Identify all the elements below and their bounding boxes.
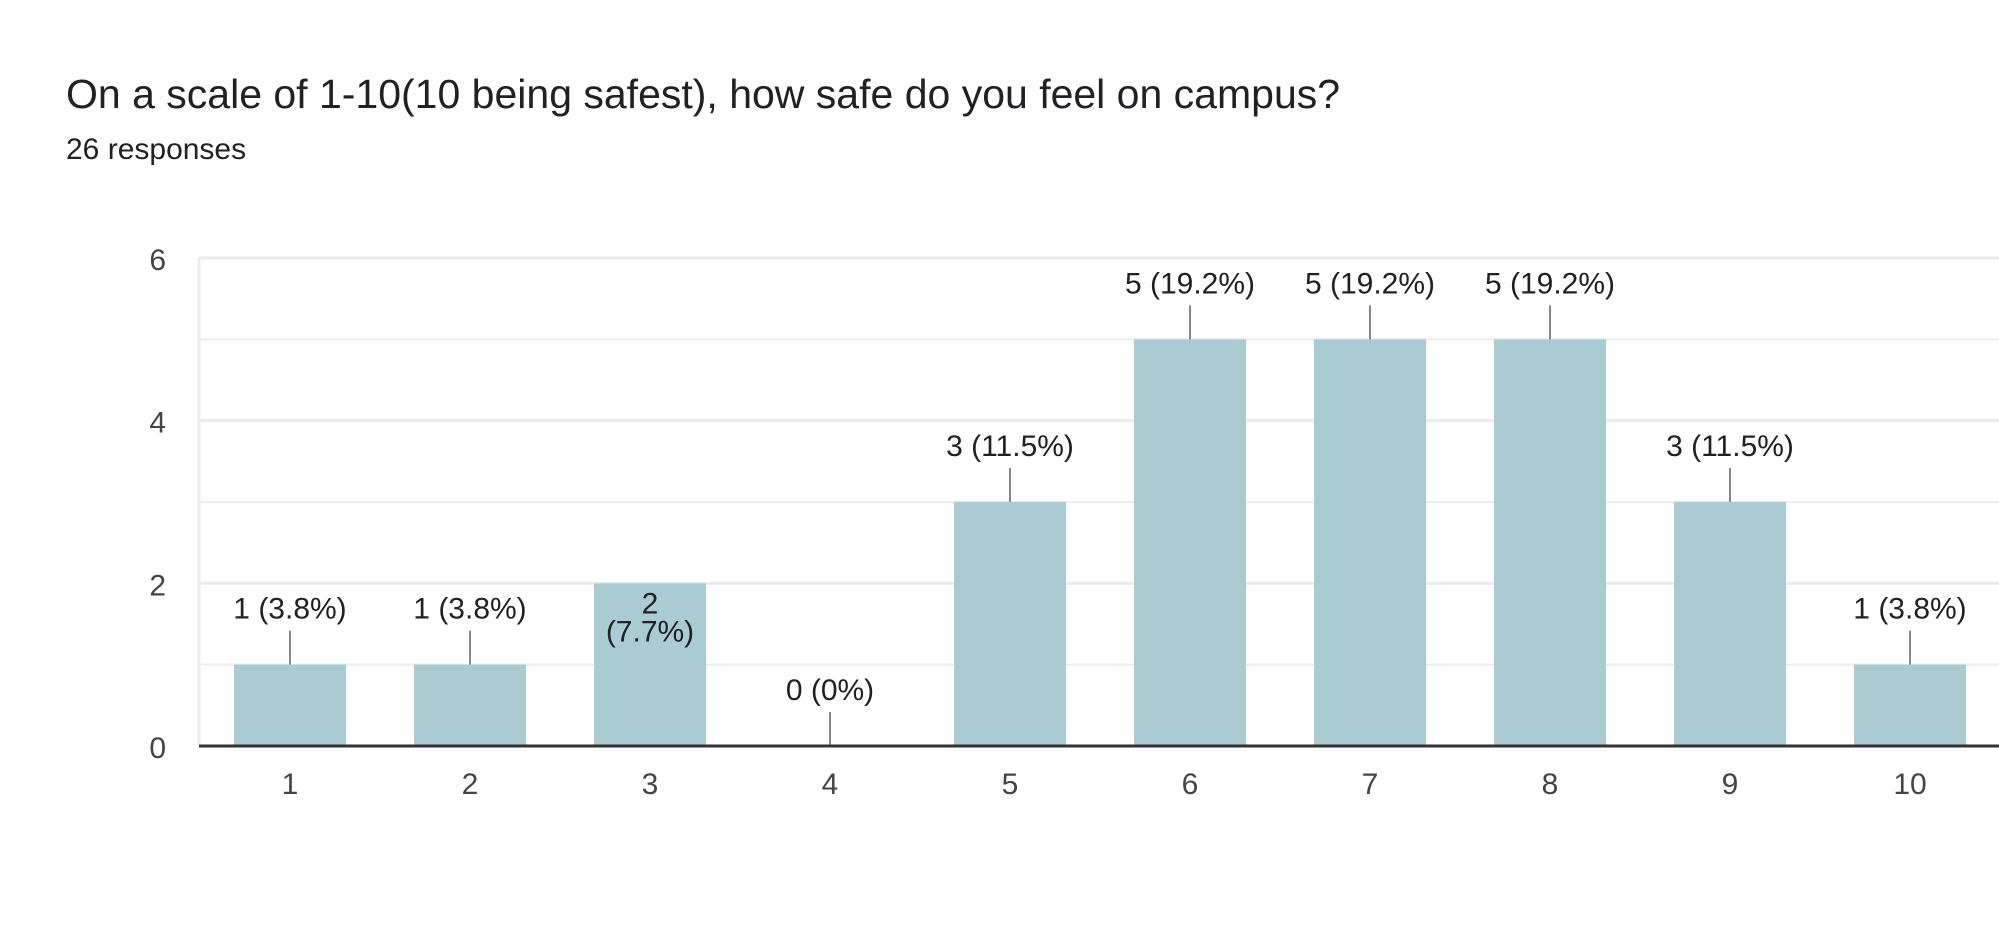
bar-5 — [954, 502, 1066, 746]
chart-header: On a scale of 1-10(10 being safest), how… — [66, 66, 1939, 168]
x-tick-label: 8 — [1542, 768, 1559, 801]
data-label-3: 2 (7.7%) — [606, 587, 694, 648]
x-tick-label: 2 — [462, 768, 479, 801]
y-tick-label: 2 — [149, 569, 166, 602]
chart-title: On a scale of 1-10(10 being safest), how… — [66, 71, 1341, 117]
data-label-5: 3 (11.5%) — [946, 430, 1074, 463]
x-tick-label: 3 — [642, 768, 659, 801]
bar-2 — [414, 664, 526, 746]
x-tick-label: 5 — [1002, 768, 1019, 801]
bar-1 — [234, 664, 346, 746]
x-tick-label: 7 — [1362, 768, 1379, 801]
x-tick-label: 10 — [1893, 768, 1926, 801]
y-tick-label: 4 — [149, 407, 166, 440]
x-tick-label: 6 — [1182, 768, 1199, 801]
bar-6 — [1134, 339, 1246, 746]
bar-10 — [1854, 664, 1966, 746]
data-label-8: 5 (19.2%) — [1485, 267, 1615, 300]
y-tick-label: 0 — [149, 732, 166, 765]
data-label-7: 5 (19.2%) — [1305, 267, 1435, 300]
data-label-9: 3 (11.5%) — [1666, 430, 1794, 463]
x-tick-label: 9 — [1722, 768, 1739, 801]
data-label-10: 1 (3.8%) — [1853, 593, 1966, 626]
data-label-2: 1 (3.8%) — [413, 593, 526, 626]
data-label-1: 1 (3.8%) — [233, 593, 346, 626]
x-tick-label: 4 — [822, 768, 839, 801]
bar-3 — [594, 583, 706, 746]
response-count: 26 responses — [66, 133, 247, 166]
x-tick-label: 1 — [282, 768, 299, 801]
bar-9 — [1674, 502, 1786, 746]
data-label-4: 0 (0%) — [786, 674, 874, 707]
bar-7 — [1314, 339, 1426, 746]
y-tick-label: 6 — [149, 244, 166, 277]
data-label-6: 5 (19.2%) — [1125, 267, 1255, 300]
bar-8 — [1494, 339, 1606, 746]
